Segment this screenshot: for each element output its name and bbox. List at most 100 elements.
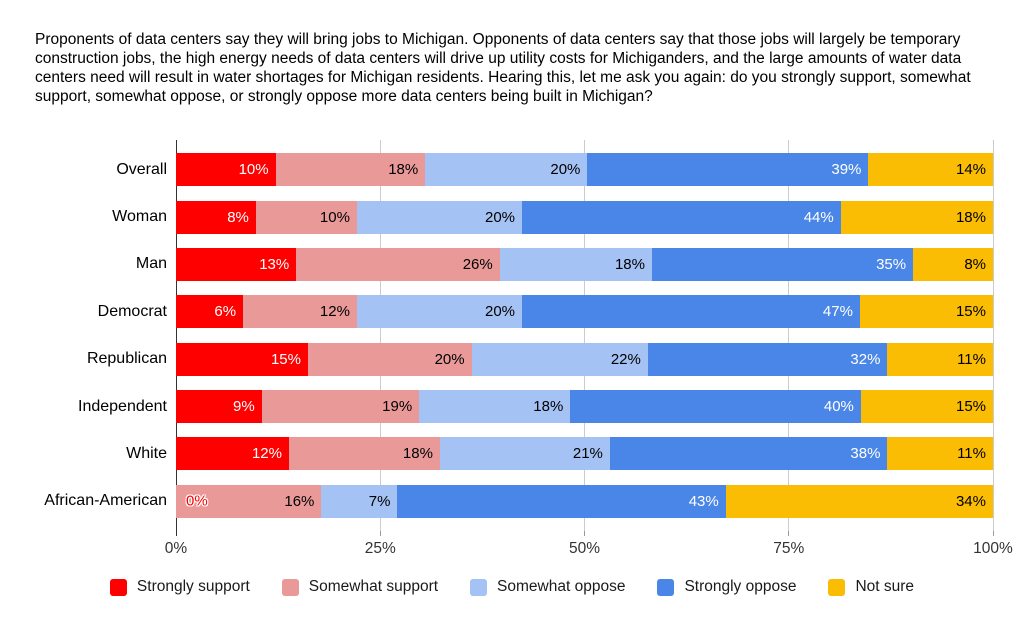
bar-segment: 8%: [176, 200, 256, 234]
bar-segment: 9%: [176, 390, 262, 424]
stacked-bar: 12% 18% 21% 38% 11%: [176, 437, 993, 471]
stacked-bar: 9% 19% 18% 40% 15%: [176, 390, 994, 424]
stacked-bar: 0% 16% 7% 43% 34%: [176, 484, 993, 518]
bar-segment: 16%: [176, 484, 322, 518]
bar-value-label: 6%: [214, 303, 237, 321]
category-label: Republican: [86, 350, 167, 368]
axis-tick: [992, 531, 994, 536]
bar-value-label: 34%: [955, 492, 986, 510]
y-axis-line: [175, 140, 177, 531]
bar-value-label: 18%: [614, 255, 645, 273]
bar-segment: 26%: [296, 247, 500, 281]
legend-item: Somewhat oppose: [470, 578, 625, 596]
bar-value-label: 12%: [319, 303, 350, 321]
legend-swatch: [470, 578, 488, 596]
bar-value-label: 14%: [955, 161, 987, 179]
bar-segment: 34%: [725, 484, 993, 518]
bar-value-label: 32%: [850, 350, 881, 368]
legend-label: Not sure: [855, 578, 915, 595]
legend-item: Somewhat support: [281, 578, 438, 596]
legend-swatch: [657, 578, 675, 596]
legend-label: Strongly support: [136, 578, 250, 595]
bar-segment: 38%: [609, 437, 888, 471]
bar-value-label: 20%: [550, 161, 581, 179]
category-label: Overall: [116, 160, 167, 178]
bar-segment: 20%: [356, 295, 523, 329]
bar-value-label: 15%: [955, 398, 987, 416]
bar-value-label: 15%: [955, 303, 986, 321]
chart-row: White 12% 18% 21% 38% 11%: [126, 430, 993, 477]
category-label: Democrat: [97, 302, 167, 320]
stacked-bar: 10% 18% 20% 39% 14%: [176, 153, 994, 187]
bar-segment: 20%: [356, 200, 523, 234]
chart-row: Overall 10% 18% 20% 39% 14%: [116, 146, 994, 193]
legend-item: Strongly support: [109, 578, 250, 596]
x-axis-tick-label: 100%: [973, 540, 1013, 557]
axis-tick: [379, 531, 381, 536]
bar-value-label: 16%: [284, 492, 315, 510]
bar-segment: 10%: [176, 153, 276, 187]
bar-segment: 14%: [868, 153, 994, 187]
bar-value-label: 18%: [955, 208, 986, 226]
bar-segment: 6%: [176, 295, 244, 329]
gridline: [788, 140, 790, 531]
bar-value-label: 0%: [186, 492, 208, 510]
bar-segment: 43%: [397, 484, 726, 518]
x-axis-tick-label: 50%: [568, 540, 601, 557]
category-label: Man: [135, 255, 167, 273]
bar-segment: 39%: [587, 153, 869, 187]
bar-segment: 12%: [243, 295, 357, 329]
gridline: [992, 140, 994, 531]
chart-row: African-American 0% 16% 7% 43% 34%: [44, 478, 993, 525]
legend: Strongly support Somewhat support Somewhat…: [0, 578, 1024, 596]
x-axis-tick-label: 0%: [164, 540, 188, 557]
bar-value-label: 18%: [533, 398, 564, 416]
bar-value-label: 38%: [850, 445, 881, 463]
x-axis-tick-label: 25%: [364, 540, 396, 557]
bar-rows: Overall 10% 18% 20% 39% 14% Woman 8% 10% 20% 44% 18…: [44, 140, 994, 531]
bar-segment: 47%: [522, 295, 860, 329]
bar-segment: 18%: [419, 390, 571, 424]
bar-value-label: 8%: [964, 255, 986, 273]
bar-value-label: 26%: [462, 255, 493, 273]
bar-value-label: 10%: [238, 161, 269, 179]
x-axis-tick-label: 75%: [773, 540, 805, 557]
bar-value-label: 44%: [803, 208, 834, 226]
bar-value-label: 39%: [831, 161, 862, 179]
gridline: [584, 140, 585, 531]
bar-value-label: 11%: [957, 445, 986, 463]
bar-segment: 18%: [288, 437, 440, 471]
bar-value-label: 8%: [227, 208, 249, 226]
bar-value-label: 18%: [402, 445, 433, 463]
bar-segment: 10%: [255, 200, 357, 234]
chart-row: Republican 15% 20% 22% 32% 11%: [87, 336, 993, 383]
bar-segment: 32%: [647, 342, 888, 376]
bar-segment: 20%: [425, 153, 588, 187]
x-axis: 0% 25% 50% 75% 100%: [165, 540, 1013, 560]
bar-value-label: 18%: [388, 161, 419, 179]
legend-item: Strongly oppose: [657, 578, 796, 596]
bar-value-label: 35%: [876, 255, 907, 273]
bar-value-label: 43%: [688, 492, 719, 510]
axis-tick: [175, 531, 177, 536]
category-label: Independent: [78, 397, 167, 415]
gridline: [379, 140, 381, 531]
legend-label: Somewhat oppose: [497, 578, 626, 595]
bar-segment: 11%: [887, 342, 993, 376]
bar-value-label: 19%: [382, 398, 413, 416]
bar-segment: 15%: [176, 342, 308, 376]
bar-value-label: 20%: [434, 350, 465, 368]
bar-value-label: 22%: [610, 350, 641, 368]
bar-value-label: 47%: [822, 303, 853, 321]
category-label: African-American: [44, 492, 167, 510]
stacked-bar: 15% 20% 22% 32% 11%: [176, 342, 993, 376]
bar-segment: 40%: [570, 390, 861, 424]
legend-label: Strongly oppose: [684, 578, 797, 595]
bar-segment: 20%: [307, 342, 472, 376]
bar-segment: 22%: [471, 342, 648, 376]
stacked-bar: 8% 10% 20% 44% 18%: [176, 200, 993, 234]
bar-segment: 12%: [176, 437, 289, 471]
bar-segment: 19%: [261, 390, 420, 424]
bar-value-label: 40%: [823, 398, 854, 416]
bar-segment: 15%: [859, 295, 993, 329]
